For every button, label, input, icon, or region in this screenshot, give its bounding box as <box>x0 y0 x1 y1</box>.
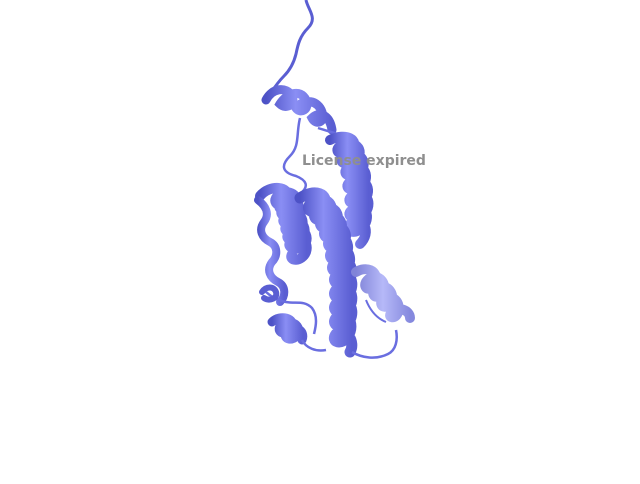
helix-top <box>261 85 337 135</box>
helix-lower-right <box>351 264 415 323</box>
n-terminal-coil <box>268 0 314 95</box>
helix-left <box>254 183 312 306</box>
loop-4 <box>300 339 327 352</box>
loop-6 <box>365 299 387 323</box>
license-expired-watermark: License expired <box>302 153 426 169</box>
helix-right <box>325 131 374 249</box>
helix-lower-left <box>267 313 308 345</box>
loop-5 <box>351 329 398 359</box>
loop-1 <box>282 117 308 195</box>
helix-end-left <box>259 284 280 303</box>
helix-center <box>294 187 358 358</box>
